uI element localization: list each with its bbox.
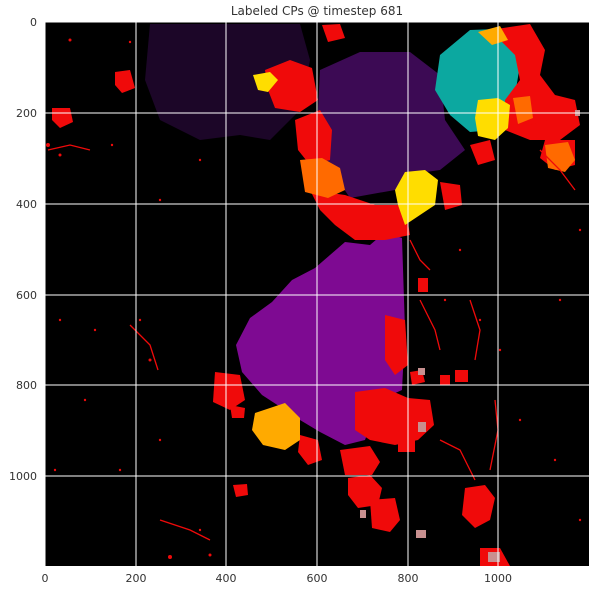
segmented-regions xyxy=(46,24,582,566)
x-tick-label: 800 xyxy=(398,572,419,585)
regions-orange xyxy=(300,96,575,198)
y-tick-label: 1000 xyxy=(9,470,37,483)
region-deep-purple xyxy=(318,52,465,198)
y-tick-label: 800 xyxy=(16,379,37,392)
x-tick-label: 200 xyxy=(126,572,147,585)
y-tick-label: 600 xyxy=(16,289,37,302)
x-tick-label: 0 xyxy=(42,572,49,585)
speckle-lines xyxy=(47,144,576,541)
y-tick-label: 400 xyxy=(16,198,37,211)
image-title: Labeled CPs @ timestep 681 xyxy=(230,4,404,18)
x-tick-label: 1000 xyxy=(484,572,512,585)
y-axis-ticks: 0 200 400 600 800 1000 xyxy=(9,16,37,483)
regions-red xyxy=(52,24,580,566)
y-tick-label: 200 xyxy=(16,107,37,120)
region-dark-violet xyxy=(145,24,310,140)
x-axis-ticks: 0 200 400 600 800 1000 xyxy=(42,572,513,585)
regions-yellow xyxy=(253,72,510,225)
gridlines xyxy=(45,22,589,566)
speckle-noise xyxy=(46,38,582,559)
region-teal xyxy=(435,28,540,132)
regions-amber xyxy=(252,26,508,450)
y-tick-label: 0 xyxy=(30,16,37,29)
x-tick-label: 600 xyxy=(307,572,328,585)
x-tick-label: 400 xyxy=(216,572,237,585)
